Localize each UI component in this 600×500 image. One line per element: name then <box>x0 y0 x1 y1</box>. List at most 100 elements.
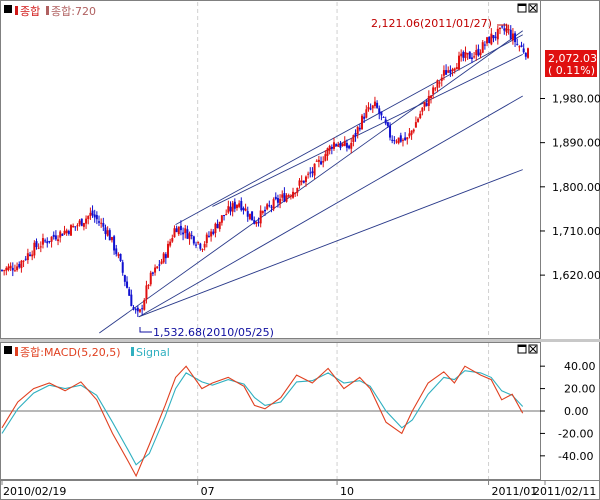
candle-body <box>423 101 426 108</box>
candle-body <box>26 253 29 260</box>
candle-body <box>169 241 172 246</box>
candle-body <box>95 214 98 220</box>
price-tick-label: 1,710.00 <box>552 225 600 238</box>
close-panel-icon-x2 <box>529 4 537 12</box>
candle-body <box>268 205 271 207</box>
candle-body <box>283 193 286 202</box>
candle-body <box>65 230 68 234</box>
candle-body <box>98 221 101 223</box>
macd-maximize-icon-bar <box>518 345 526 347</box>
trendline <box>138 169 523 318</box>
candle-body <box>473 56 476 58</box>
candle-body <box>477 48 480 56</box>
candle-body <box>261 211 264 213</box>
candle-body <box>192 236 195 244</box>
candle-body <box>145 285 148 300</box>
panel-menu-icon[interactable] <box>4 5 12 13</box>
candle-body <box>210 231 213 237</box>
macd-lines <box>1 365 524 478</box>
candle-body <box>414 122 417 128</box>
candle-body <box>509 29 512 39</box>
macd-legend: 종합:MACD(5,20,5) Signal <box>4 346 170 359</box>
candle-body <box>147 284 150 286</box>
candle-body <box>401 139 404 141</box>
candle-body <box>445 70 448 75</box>
candle-body <box>207 235 210 237</box>
legend-label-1: 종합 <box>20 5 40 18</box>
candle-body <box>449 69 452 74</box>
candle-body <box>223 215 226 217</box>
candle-body <box>494 36 497 38</box>
candle-body <box>82 223 85 227</box>
date-tick-label: 10 <box>340 485 354 498</box>
candle-body <box>470 57 473 59</box>
candle-body <box>440 77 443 81</box>
candle-body <box>289 195 292 197</box>
candle-body <box>320 161 323 165</box>
candle-body <box>345 142 348 148</box>
macd-panel-menu-icon[interactable] <box>4 346 12 354</box>
candle-body <box>3 270 6 272</box>
candle-body <box>421 107 424 112</box>
candle-body <box>229 206 232 212</box>
candle-body <box>511 33 514 41</box>
candle-body <box>20 260 23 269</box>
candle-body <box>307 173 310 175</box>
candle-body <box>486 37 489 44</box>
candle-body <box>235 204 238 209</box>
candle-body <box>203 243 206 248</box>
candle-body <box>119 253 122 261</box>
candle-body <box>13 270 16 272</box>
candle-body <box>164 254 167 259</box>
candle-body <box>248 213 251 220</box>
candle-body <box>104 227 107 234</box>
candle-body <box>24 258 27 260</box>
current-price-badge: 2,072.03 ( 0.11%) <box>545 50 597 77</box>
candle-body <box>354 133 357 137</box>
candle-body <box>458 55 461 70</box>
candle-body <box>498 27 501 30</box>
candle-body <box>274 196 277 200</box>
candle-body <box>255 222 258 224</box>
candle-body <box>117 254 120 256</box>
candle-body <box>190 235 193 237</box>
candle-body <box>371 105 374 109</box>
macd-line <box>1 365 524 478</box>
candle-body <box>432 87 435 95</box>
candle-body <box>429 95 432 99</box>
candle-body <box>184 228 187 234</box>
panel-splitter[interactable] <box>0 339 600 342</box>
macd-tick-label: -40.00 <box>558 450 593 463</box>
candle-body <box>246 211 249 217</box>
candle-body <box>78 220 81 225</box>
candle-body <box>287 195 290 197</box>
candle-body <box>16 266 19 271</box>
candle-body <box>171 238 174 242</box>
macd-panel[interactable]: 종합:MACD(5,20,5) Signal 40.00 20.00 0.00 -20… <box>0 342 596 480</box>
high-annotation-label: 2,121.06(2011/01/27) <box>371 17 492 30</box>
candlestick-series <box>1 23 529 317</box>
maximize-panel-icon-bar <box>518 4 526 6</box>
candle-body <box>343 141 346 146</box>
candle-body <box>339 143 342 148</box>
candle-body <box>63 230 66 235</box>
candle-body <box>37 247 40 249</box>
candle-body <box>205 234 208 244</box>
candle-body <box>522 48 525 53</box>
candle-body <box>352 135 355 143</box>
candle-body <box>233 201 236 209</box>
candle-body <box>330 146 333 149</box>
candle-body <box>496 28 499 40</box>
price-panel[interactable]: 종합 종합:720 2,121.06(2011/01/27) 1,532.68(… <box>0 0 600 340</box>
candle-body <box>130 294 133 307</box>
candle-body <box>460 53 463 57</box>
legend-swatch-2 <box>46 6 49 15</box>
candle-body <box>149 272 152 285</box>
candle-body <box>123 275 126 282</box>
macd-legend-label: 종합:MACD(5,20,5) <box>20 346 121 359</box>
current-price-value: 2,072.03 <box>548 52 597 65</box>
candle-body <box>225 213 228 215</box>
candle-body <box>175 228 178 233</box>
candle-body <box>61 233 64 236</box>
candle-body <box>54 235 57 240</box>
